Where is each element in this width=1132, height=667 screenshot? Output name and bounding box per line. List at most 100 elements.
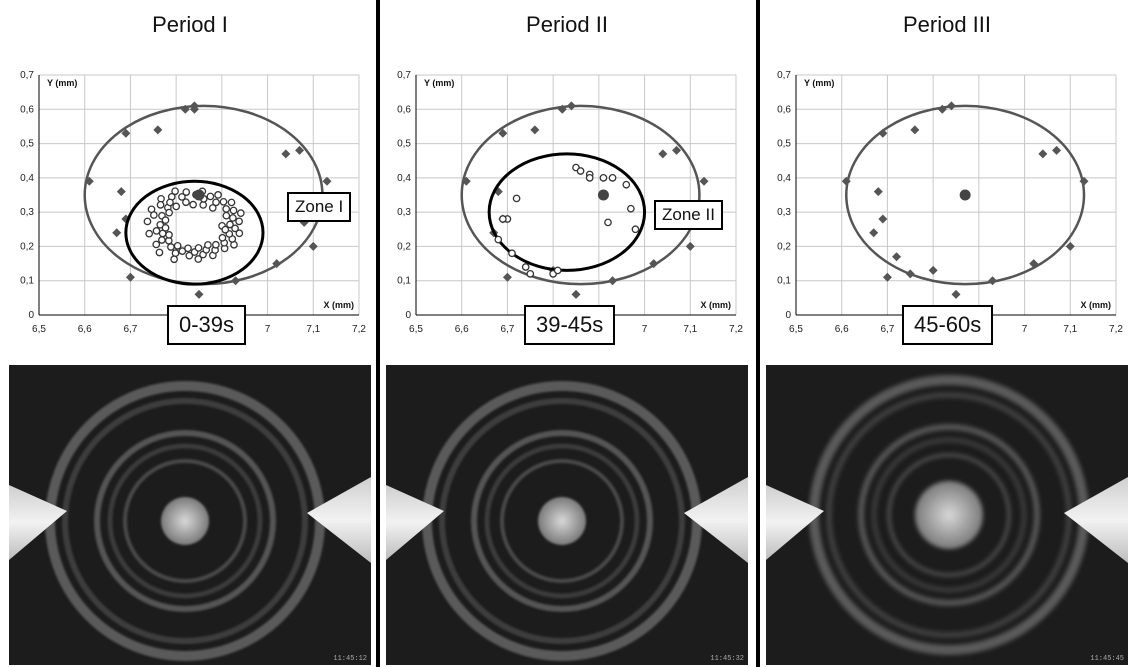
panel-period-2: Period II 6,56,66,76,86,977,17,200,10,20…	[381, 0, 753, 667]
y-axis-title: Y (mm)	[804, 78, 834, 88]
trajectory-point	[235, 229, 244, 238]
ring	[471, 430, 653, 612]
ring	[887, 453, 1011, 577]
boundary-point	[194, 289, 204, 299]
time-label-1: 0-39s	[167, 305, 247, 345]
ring	[500, 459, 624, 583]
zone-label-1: Zone I	[287, 192, 352, 222]
boundary-point	[557, 104, 567, 114]
trajectory-point	[214, 191, 222, 199]
trajectory-point	[189, 200, 197, 209]
ring	[484, 443, 640, 599]
microscope-photo-3: 11:45:45	[766, 365, 1128, 665]
trajectory-point	[206, 192, 215, 201]
trajectory-point	[172, 202, 181, 211]
x-axis-title: X (mm)	[1080, 300, 1111, 310]
y-tick-label: 0,7	[20, 70, 34, 81]
trajectory-point	[226, 220, 234, 229]
trajectory-point	[170, 255, 178, 264]
trajectory-point	[156, 201, 165, 209]
outer-circle	[460, 104, 701, 286]
trajectory-point	[212, 240, 220, 249]
y-tick-label: 0,6	[777, 104, 791, 115]
trajectory-point	[229, 206, 238, 215]
trajectory-point	[622, 180, 631, 189]
x-tick-label: 6,5	[409, 324, 423, 335]
boundary-point	[112, 228, 122, 238]
trajectory-point	[631, 225, 640, 234]
boundary-point	[1029, 259, 1039, 269]
trajectory-point	[236, 209, 245, 218]
boundary-point	[116, 187, 126, 197]
trajectory-point	[521, 263, 530, 271]
trajectory-point	[157, 194, 165, 203]
boundary-point	[189, 104, 199, 114]
left-electrode	[766, 485, 824, 560]
trajectory-point	[604, 218, 612, 227]
boundary-point	[608, 276, 618, 286]
boundary-point	[322, 176, 332, 186]
boundary-point	[892, 252, 902, 262]
x-tick-label: 6,5	[32, 324, 46, 335]
trajectory-point	[208, 204, 217, 212]
zone-label-2: Zone II	[654, 200, 723, 230]
boundary-point	[502, 272, 512, 282]
boundary-point	[121, 214, 131, 224]
boundary-point	[153, 125, 163, 135]
right-electrode	[307, 477, 371, 563]
x-tick-label: 7,2	[352, 324, 366, 335]
ring	[439, 398, 685, 644]
trajectory-point	[155, 248, 164, 257]
x-tick-label: 6,7	[123, 324, 137, 335]
y-tick-label: 0,1	[20, 276, 34, 287]
boundary-point	[869, 228, 879, 238]
trajectory-point	[150, 211, 158, 219]
boundary-point	[530, 125, 540, 135]
trajectory-point	[166, 198, 174, 207]
y-tick-label: 0,4	[777, 173, 791, 184]
boundary-point	[685, 241, 695, 251]
y-axis-title: Y (mm)	[424, 78, 454, 88]
y-tick-label: 0,5	[397, 139, 411, 150]
x-axis-title: X (mm)	[700, 300, 731, 310]
trajectory-point	[194, 255, 203, 263]
boundary-point	[951, 289, 961, 299]
y-tick-label: 0,5	[777, 139, 791, 150]
trajectory-point	[165, 231, 173, 239]
trajectory-point	[204, 241, 212, 249]
trajectory-point	[512, 194, 521, 203]
y-tick-label: 0	[785, 310, 791, 321]
trajectory-point	[165, 208, 173, 217]
x-tick-label: 6,6	[455, 324, 469, 335]
ring	[94, 430, 276, 612]
x-tick-label: 7,1	[683, 324, 697, 335]
x-tick-label: 7	[642, 324, 648, 335]
trajectory-point	[627, 204, 635, 213]
scatter-plot-2: 6,56,66,76,86,977,17,200,10,20,30,40,50,…	[397, 70, 743, 335]
photo-image-1	[9, 365, 371, 665]
trajectory-point	[526, 270, 535, 278]
boundary-point	[699, 176, 709, 186]
y-tick-label: 0,1	[397, 276, 411, 287]
boundary-point	[841, 176, 851, 186]
x-tick-label: 7,1	[306, 324, 320, 335]
trajectory-point	[184, 244, 192, 253]
trajectory-point	[167, 243, 175, 251]
y-tick-label: 0,2	[777, 241, 791, 252]
trajectory-point	[199, 201, 208, 209]
outer-circle	[845, 104, 1086, 286]
y-tick-label: 0	[405, 310, 411, 321]
y-tick-label: 0,3	[397, 207, 411, 218]
boundary-point	[672, 145, 682, 155]
ring	[62, 398, 308, 644]
ball-contact	[915, 481, 983, 549]
x-tick-label: 6,6	[78, 324, 92, 335]
trajectory-point	[235, 217, 243, 226]
trajectory-point	[171, 249, 180, 258]
boundary-point	[658, 149, 668, 159]
trajectory-point	[508, 249, 516, 258]
trajectory-point	[152, 227, 161, 235]
right-electrode	[684, 477, 748, 563]
y-tick-label: 0,6	[20, 104, 34, 115]
y-tick-label: 0,6	[397, 104, 411, 115]
